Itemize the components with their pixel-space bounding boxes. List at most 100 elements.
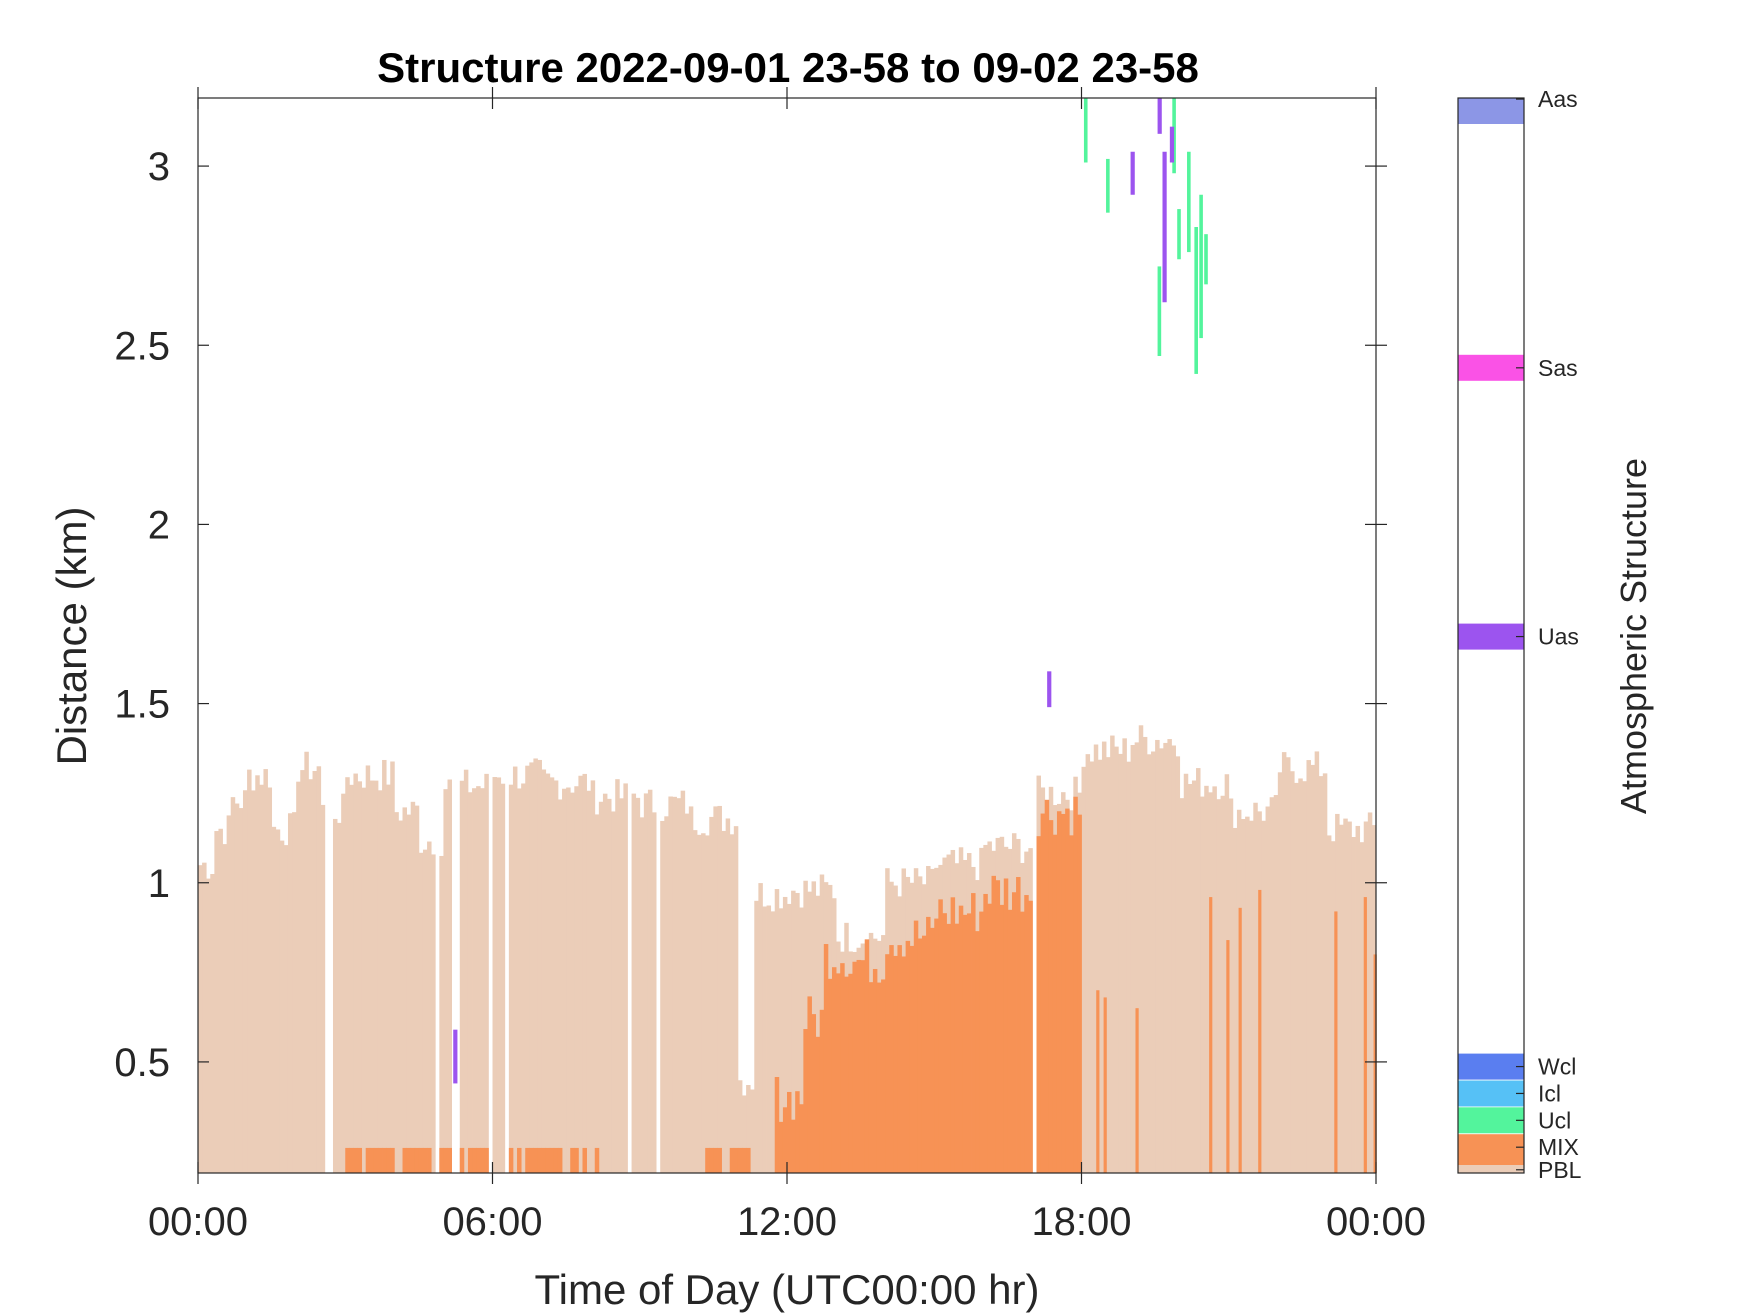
mix-bar (353, 1147, 358, 1173)
pbl-bar (578, 775, 583, 1173)
pbl-bar (316, 766, 322, 1173)
mix-bar (991, 875, 996, 1173)
x-axis-label: Time of Day (UTC00:00 hr) (535, 1266, 1040, 1313)
pbl-bar (729, 834, 735, 1173)
pbl-bar (676, 798, 682, 1173)
pbl-bar (607, 798, 612, 1173)
ucl-segment (1187, 151, 1191, 253)
mix-bar (823, 944, 829, 1173)
mix-bar (447, 1147, 452, 1173)
pbl-bar (570, 792, 575, 1173)
mix-bar (795, 1091, 800, 1173)
pbl-bar (762, 906, 767, 1173)
mix-bar (517, 1147, 522, 1173)
pbl-bar (574, 786, 579, 1173)
ucl-segment (1194, 227, 1198, 374)
pbl-bar (332, 818, 338, 1173)
pbl-bar (803, 880, 808, 1173)
mix-spike (1363, 897, 1367, 1173)
pbl-bar (1089, 761, 1095, 1173)
mix-bar (778, 1121, 784, 1173)
pbl-bar (304, 751, 309, 1173)
mix-bar (733, 1147, 739, 1173)
pbl-bar (791, 890, 796, 1173)
pbl-bar (377, 790, 383, 1173)
pbl-bar (1326, 835, 1332, 1173)
pbl-bar (496, 777, 502, 1173)
pbl-bar (337, 822, 342, 1173)
pbl-bar (320, 804, 326, 1173)
ucl-segment (1204, 234, 1208, 285)
pbl-bar (242, 790, 248, 1173)
pbl-bar (398, 820, 403, 1173)
ucl-segment (1199, 194, 1203, 339)
y-tick-label: 1.5 (114, 683, 170, 727)
mix-bar (427, 1147, 432, 1173)
colorbar-band-uas (1458, 623, 1524, 650)
pbl-bar (255, 775, 260, 1173)
colorbar-label-pbl: PBL (1538, 1157, 1582, 1183)
mix-bar (938, 899, 943, 1173)
pbl-bar (369, 780, 375, 1173)
pbl-bar (1200, 796, 1205, 1173)
pbl-bar (480, 788, 485, 1173)
mix-bar (410, 1147, 416, 1173)
pbl-bar (619, 798, 624, 1173)
pbl-bar (742, 1095, 747, 1173)
mix-bar (382, 1147, 387, 1173)
mix-bar (926, 916, 931, 1173)
pbl-bar (1151, 751, 1156, 1173)
pbl-bar (725, 818, 731, 1173)
pbl-bar (680, 790, 686, 1173)
mix-bar (1069, 835, 1074, 1173)
ucl-segment (1157, 266, 1162, 356)
mix-bar (525, 1147, 530, 1173)
pbl-bar (517, 788, 522, 1173)
mix-bar (917, 938, 923, 1173)
uas-segment (1130, 151, 1135, 195)
pbl-bar (365, 765, 371, 1173)
mix-bar (909, 945, 915, 1173)
pbl-bar (521, 783, 526, 1173)
mix-spike (1373, 954, 1377, 1173)
pbl-bar (1241, 819, 1246, 1173)
mix-bar (831, 967, 837, 1173)
colorbar-label-sas: Sas (1538, 355, 1578, 381)
mix-bar (827, 978, 833, 1173)
pbl-bar (230, 797, 236, 1173)
mix-bar (574, 1147, 579, 1173)
pbl-bar (635, 797, 641, 1173)
mix-spike (1103, 997, 1107, 1173)
mix-bar (439, 1147, 444, 1173)
mix-bar (921, 935, 927, 1173)
x-tick-label: 06:00 (442, 1200, 542, 1244)
colorbar-label-ucl: Ucl (1538, 1107, 1571, 1133)
pbl-bar (1097, 759, 1103, 1173)
pbl-bar (566, 787, 571, 1173)
pbl-bar (647, 789, 653, 1173)
axis-ticks: 00:00 06:00 12:00 18:00 00:00 0.5 1 1.5 2 2.5 3 (114, 87, 1426, 1244)
x-tick-label: 00:00 (148, 1200, 248, 1244)
colorbar-frame (1457, 97, 1525, 1174)
pbl-bar (746, 1085, 751, 1173)
mix-bar (705, 1147, 710, 1173)
pbl-bar (357, 781, 363, 1173)
pbl-bar (218, 828, 223, 1173)
mix-bar (1016, 877, 1021, 1173)
pbl-bar (202, 862, 207, 1173)
pbl-bar (394, 812, 399, 1173)
mix-bar (897, 945, 902, 1173)
mix-spike (1135, 1008, 1139, 1173)
pbl-bar (701, 833, 706, 1173)
pbl-bar (427, 841, 432, 1173)
pbl-bar (705, 835, 710, 1173)
pbl-bar (537, 759, 542, 1173)
pbl-bar (1318, 776, 1324, 1173)
pbl-bar (1101, 741, 1107, 1173)
mix-bar (864, 939, 870, 1173)
pbl-bar (463, 769, 469, 1173)
pbl-bar (1081, 766, 1086, 1173)
pbl-bar (492, 777, 497, 1173)
